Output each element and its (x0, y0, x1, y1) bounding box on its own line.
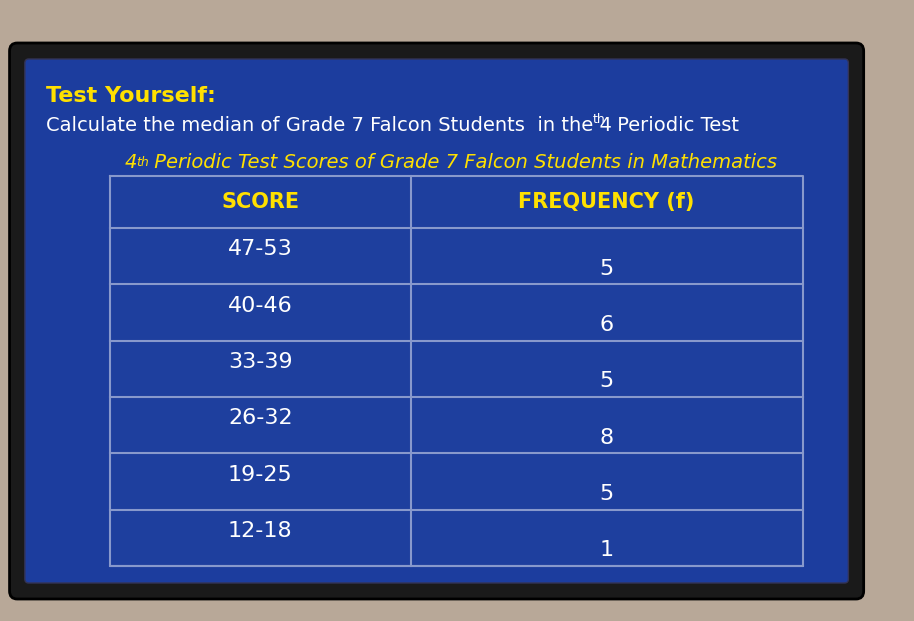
FancyBboxPatch shape (9, 43, 864, 599)
Text: 19-25: 19-25 (228, 465, 292, 485)
Text: 47-53: 47-53 (228, 240, 292, 260)
Text: 1: 1 (600, 540, 613, 560)
Text: Calculate the median of Grade 7 Falcon Students  in the 4: Calculate the median of Grade 7 Falcon S… (46, 116, 611, 135)
Text: Periodic Test Scores of Grade 7 Falcon Students in Mathematics: Periodic Test Scores of Grade 7 Falcon S… (148, 153, 777, 172)
Text: th: th (136, 156, 149, 169)
Text: th: th (592, 113, 605, 126)
Text: 12-18: 12-18 (228, 521, 292, 541)
Text: 5: 5 (600, 258, 614, 279)
Text: 4: 4 (124, 153, 136, 172)
FancyBboxPatch shape (25, 59, 848, 583)
Text: FREQUENCY (f): FREQUENCY (f) (518, 192, 695, 212)
Text: Periodic Test: Periodic Test (611, 116, 739, 135)
Text: 5: 5 (600, 484, 614, 504)
Text: 8: 8 (600, 428, 613, 448)
Text: SCORE: SCORE (221, 192, 300, 212)
Bar (110, 176, 802, 566)
Text: 40-46: 40-46 (228, 296, 292, 315)
Text: 26-32: 26-32 (228, 409, 292, 428)
Text: Test Yourself:: Test Yourself: (46, 86, 216, 106)
Text: 5: 5 (600, 371, 614, 391)
Text: 33-39: 33-39 (228, 352, 292, 372)
Text: 6: 6 (600, 315, 613, 335)
